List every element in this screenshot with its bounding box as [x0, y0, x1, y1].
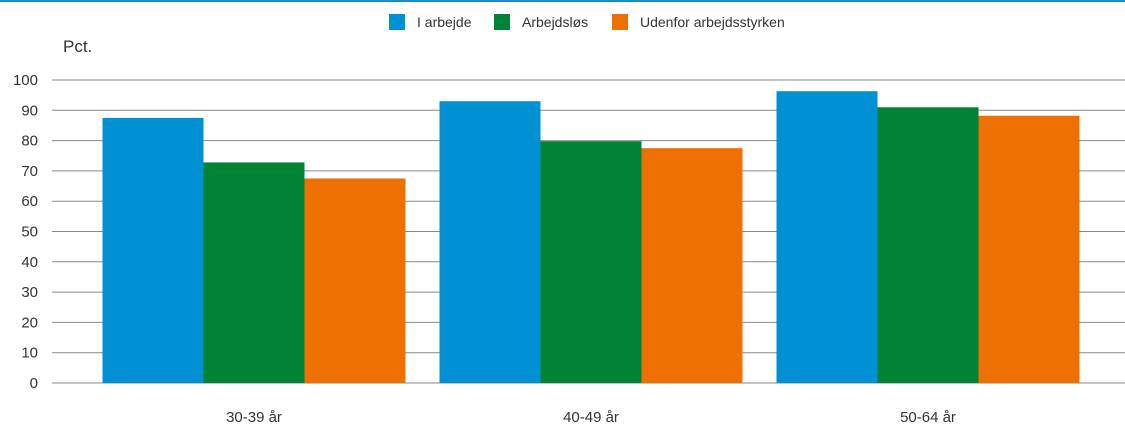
bar-2-3	[641, 148, 743, 383]
y-tick-label-30: 30	[21, 284, 38, 301]
bar-1-1	[102, 117, 204, 383]
bar-1-3	[304, 178, 406, 383]
y-tick-label-0: 0	[30, 375, 38, 392]
bar-2-2	[540, 141, 642, 383]
y-tick-label-50: 50	[21, 224, 38, 241]
y-axis-unit-label: Pct.	[63, 37, 92, 56]
x-category-label-1: 30-39 år	[226, 409, 282, 426]
bars	[102, 91, 1080, 384]
bar-2-1	[439, 101, 541, 384]
legend-swatch-2	[494, 14, 510, 30]
y-axis-ticks: 0 10 20 30 40 50 60 70 80 90 100	[13, 72, 38, 392]
bar-3-1	[776, 91, 878, 383]
legend-label-2: Arbejdsløs	[522, 14, 588, 30]
x-category-label-2: 40-49 år	[563, 409, 619, 426]
y-tick-label-70: 70	[21, 163, 38, 180]
y-tick-label-20: 20	[21, 314, 38, 331]
y-tick-label-80: 80	[21, 133, 38, 150]
chart-legend: I arbejde Arbejdsløs Udenfor arbejdsstyrke…	[389, 14, 785, 30]
top-accent-rule	[0, 0, 1125, 2]
legend-label-3: Udenfor arbejdsstyrken	[640, 14, 785, 30]
bar-1-2	[203, 162, 305, 383]
bar-3-3	[978, 115, 1080, 383]
legend-label-1: I arbejde	[417, 14, 472, 30]
y-tick-label-90: 90	[21, 102, 38, 119]
x-category-label-3: 50-64 år	[900, 409, 956, 426]
legend-swatch-3	[612, 14, 628, 30]
bar-3-2	[877, 107, 979, 384]
legend-swatch-1	[389, 14, 405, 30]
y-tick-label-40: 40	[21, 254, 38, 271]
y-tick-label-100: 100	[13, 72, 38, 89]
y-tick-label-60: 60	[21, 193, 38, 210]
y-tick-label-10: 10	[21, 345, 38, 362]
x-axis-category-labels: 30-39 år 40-49 år 50-64 år	[226, 409, 956, 426]
